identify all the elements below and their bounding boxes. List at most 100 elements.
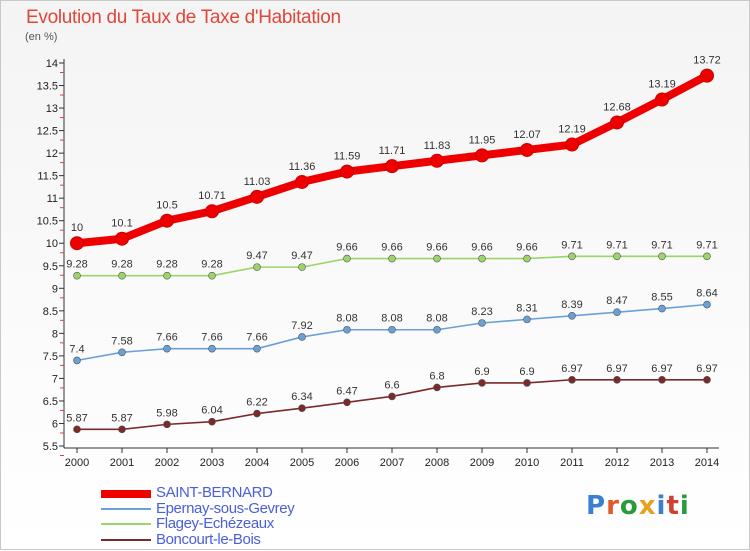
data-point <box>70 236 84 251</box>
data-point <box>478 254 486 263</box>
data-label: 9.71 <box>561 239 582 251</box>
data-label: 12.68 <box>603 101 631 113</box>
data-point <box>343 325 351 334</box>
data-point <box>298 263 306 271</box>
y-tick-label: 5.5 <box>43 441 58 453</box>
y-tick-label: 14 <box>46 58 58 70</box>
data-label: 10.71 <box>198 190 226 202</box>
data-point <box>118 348 126 357</box>
data-label: 9.66 <box>426 242 447 254</box>
data-label: 9.71 <box>651 239 672 251</box>
data-point <box>568 311 576 320</box>
data-point <box>208 417 216 426</box>
data-label: 5.98 <box>156 407 177 419</box>
legend-swatch <box>101 490 151 498</box>
data-label: 9.66 <box>516 242 537 254</box>
data-point <box>295 174 309 189</box>
data-label: 8.23 <box>471 306 492 318</box>
data-point <box>163 344 171 353</box>
data-point <box>298 404 306 412</box>
data-point <box>658 375 666 384</box>
legend-swatch <box>101 539 151 541</box>
data-label: 7.4 <box>69 343 84 355</box>
data-label: 6.47 <box>336 385 357 397</box>
data-label: 12.07 <box>513 129 541 141</box>
data-point <box>568 252 576 261</box>
data-label: 6.04 <box>201 405 222 417</box>
data-label: 8.08 <box>426 313 447 325</box>
chart-title: Evolution du Taux de Taxe d'Habitation <box>26 7 341 28</box>
x-tick-label: 2013 <box>650 457 674 469</box>
data-label: 9.66 <box>381 242 402 254</box>
data-point <box>250 189 264 204</box>
data-point <box>658 252 666 261</box>
y-tick-label: 10 <box>46 238 58 250</box>
x-tick-label: 2004 <box>245 457 269 469</box>
data-label: 11.59 <box>334 151 361 163</box>
data-point <box>205 204 219 219</box>
data-point <box>610 115 624 130</box>
data-label: 10.5 <box>156 200 177 212</box>
data-label: 13.19 <box>648 78 676 90</box>
data-label: 11.83 <box>424 140 451 152</box>
y-tick-label: 7.5 <box>43 351 58 363</box>
data-point <box>115 231 129 246</box>
x-tick-label: 2005 <box>290 457 314 469</box>
data-point <box>478 379 486 387</box>
data-label: 9.71 <box>606 239 627 251</box>
data-label: 8.08 <box>381 313 402 325</box>
data-label: 9.71 <box>696 239 717 251</box>
x-tick-label: 2002 <box>155 457 179 469</box>
proxiti-logo: Proxiti <box>586 491 690 521</box>
y-tick-label: 12 <box>46 148 58 160</box>
data-point <box>475 148 489 163</box>
data-label: 6.34 <box>291 391 312 403</box>
data-label: 12.19 <box>558 124 586 136</box>
data-point <box>703 300 711 309</box>
x-tick-label: 2007 <box>380 457 404 469</box>
data-point <box>478 319 486 327</box>
logo-letter: i <box>656 491 667 521</box>
data-label: 11.71 <box>379 145 406 157</box>
legend-label: SAINT-BERNARD <box>156 484 273 501</box>
data-point <box>73 271 81 280</box>
data-label: 7.92 <box>291 320 312 332</box>
data-point <box>700 68 714 83</box>
data-label: 11.36 <box>289 161 316 173</box>
data-label: 9.28 <box>111 259 132 271</box>
y-tick-label: 9 <box>52 283 58 295</box>
x-tick-label: 2009 <box>470 457 494 469</box>
data-point <box>520 142 534 157</box>
data-label: 5.87 <box>66 412 87 424</box>
data-label: 6.8 <box>429 370 444 382</box>
y-tick-label: 8.5 <box>43 306 58 318</box>
y-tick-label: 13.5 <box>37 81 58 93</box>
data-point <box>523 315 531 324</box>
y-tick-label: 8 <box>52 328 58 340</box>
logo-letter: o <box>619 491 639 521</box>
data-label: 6.9 <box>474 366 489 378</box>
logo-letter: x <box>638 491 657 521</box>
data-label: 9.66 <box>471 242 492 254</box>
data-point <box>73 356 81 365</box>
x-tick-label: 2003 <box>200 457 224 469</box>
data-point <box>703 375 711 384</box>
data-point <box>523 254 531 263</box>
data-point <box>433 325 441 334</box>
data-label: 5.87 <box>111 412 132 424</box>
data-label: 6.97 <box>696 363 717 375</box>
logo-letter: P <box>586 491 607 521</box>
data-point <box>253 409 261 418</box>
data-point <box>208 344 216 353</box>
data-point <box>388 325 396 334</box>
y-tick-label: 12.5 <box>37 126 58 138</box>
legend-swatch <box>101 523 151 525</box>
legend-label: Epernay-sous-Gevrey <box>156 500 295 517</box>
x-tick-label: 2011 <box>560 457 584 469</box>
data-label: 9.28 <box>66 259 87 271</box>
x-tick-label: 2001 <box>110 457 134 469</box>
logo-letter: i <box>679 491 690 521</box>
data-point <box>433 383 441 392</box>
data-label: 8.08 <box>336 313 357 325</box>
